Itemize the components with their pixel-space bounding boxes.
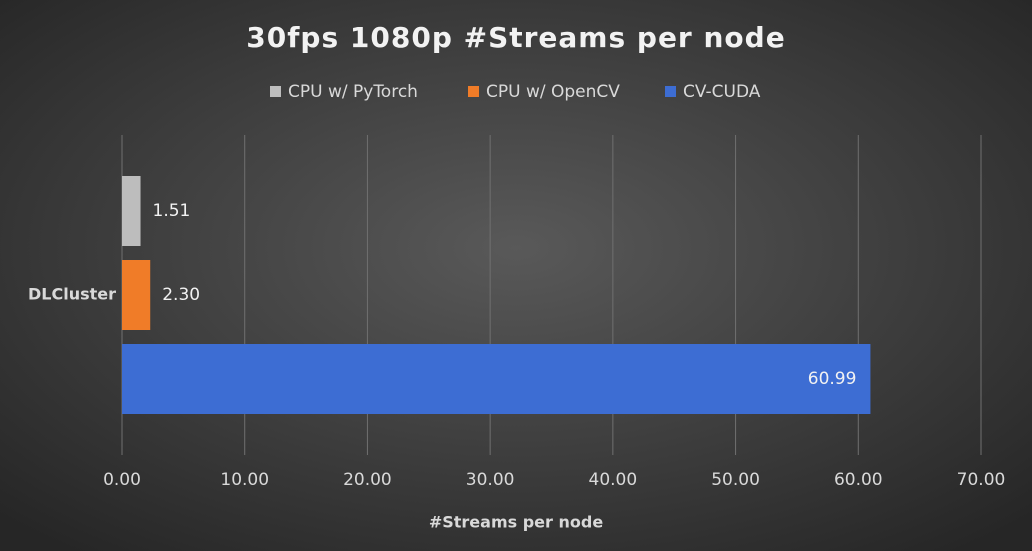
legend-swatch <box>270 86 281 97</box>
x-tick-label: 10.00 <box>220 470 269 490</box>
x-tick-label: 20.00 <box>343 470 392 490</box>
y-tick-label: DLCluster <box>28 285 116 304</box>
bar <box>122 176 141 246</box>
data-label: 2.30 <box>162 285 200 305</box>
legend-swatch <box>665 86 676 97</box>
x-tick-label: 70.00 <box>957 470 1006 490</box>
x-tick-label: 30.00 <box>466 470 515 490</box>
bar <box>122 344 871 414</box>
x-axis-title: #Streams per node <box>429 513 603 532</box>
bar <box>122 260 151 330</box>
x-tick-label: 60.00 <box>834 470 883 490</box>
legend-label: CPU w/ OpenCV <box>486 82 620 102</box>
legend-label: CPU w/ PyTorch <box>288 82 418 102</box>
legend-swatch <box>468 86 479 97</box>
legend-label: CV-CUDA <box>683 82 761 102</box>
data-label: 60.99 <box>808 369 857 389</box>
chart-title: 30fps 1080p #Streams per node <box>246 21 785 54</box>
x-tick-label: 50.00 <box>711 470 760 490</box>
x-tick-label: 0.00 <box>103 470 141 490</box>
x-tick-label: 40.00 <box>589 470 638 490</box>
data-label: 1.51 <box>153 201 191 221</box>
